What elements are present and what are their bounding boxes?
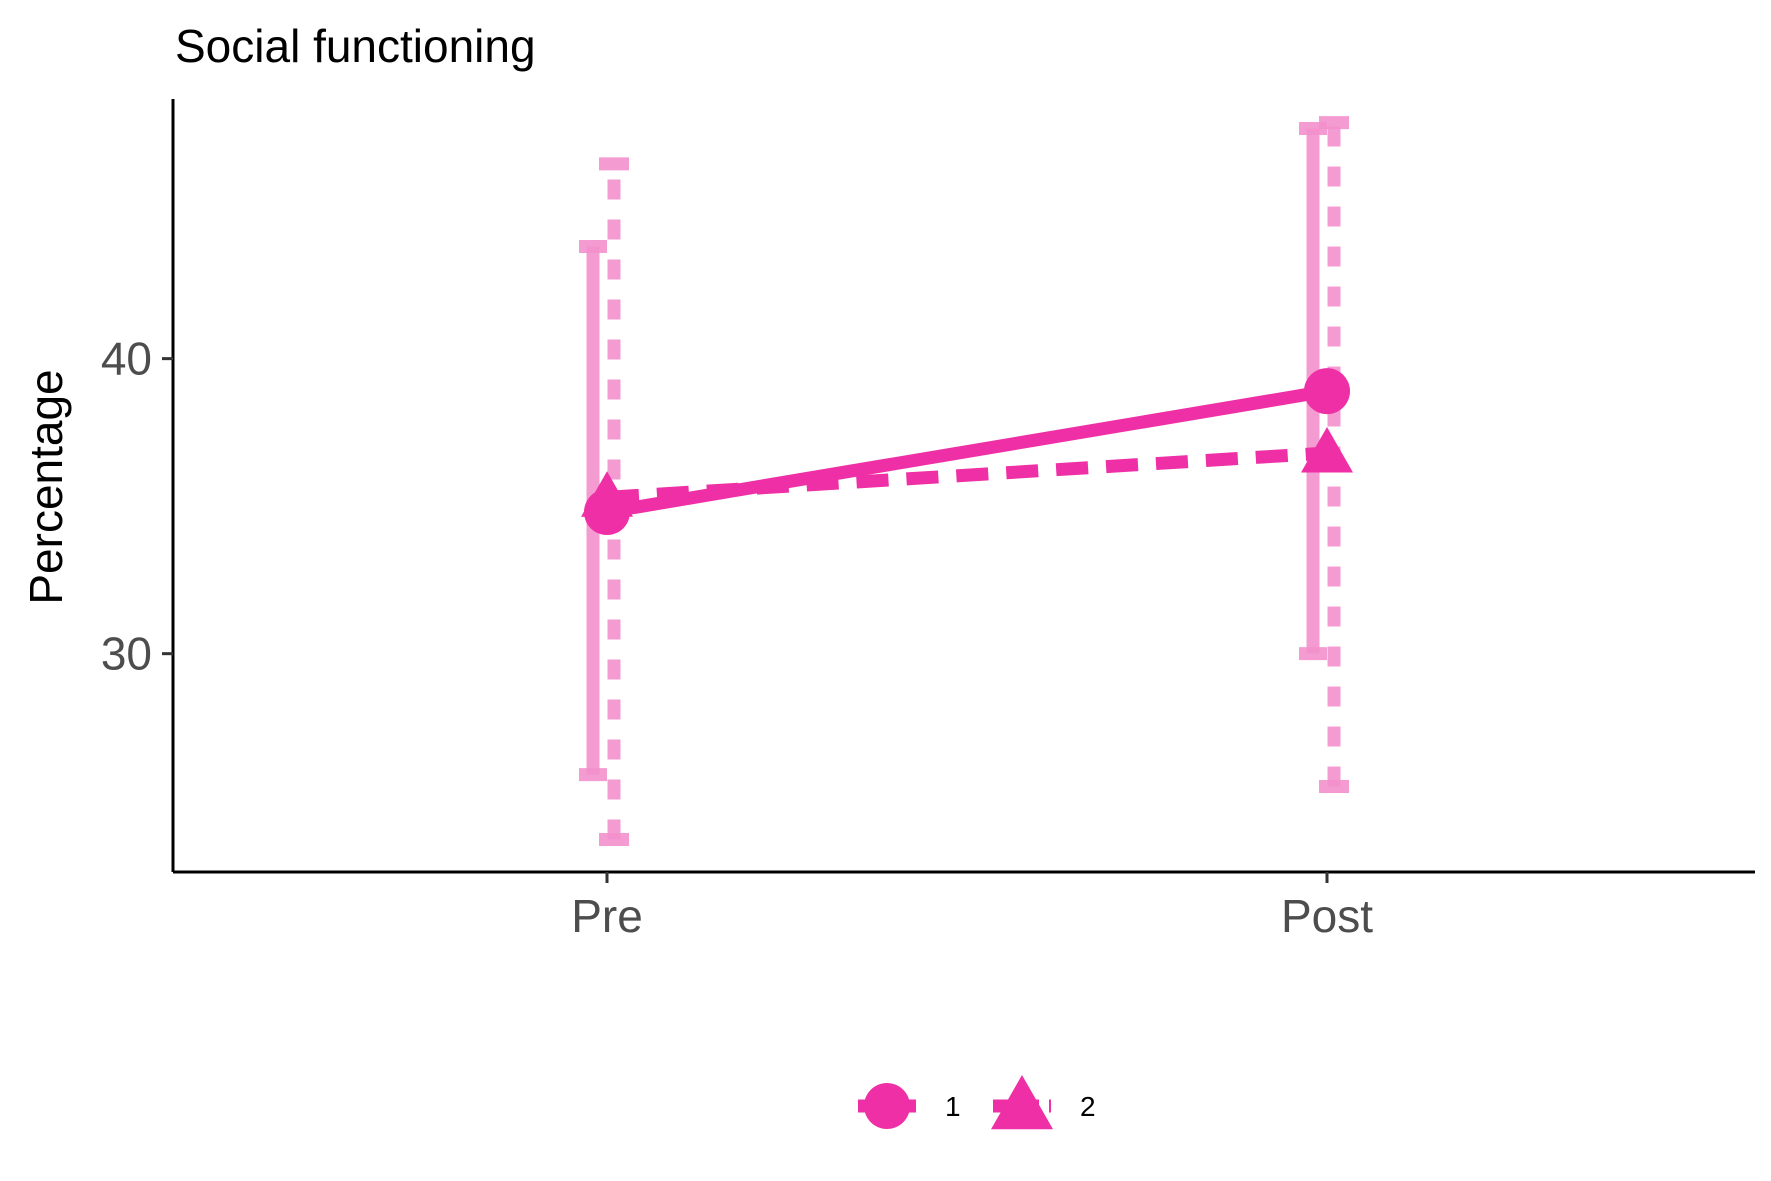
y-tick-label-30: 30 bbox=[101, 628, 152, 680]
legend-label-2: 2 bbox=[1080, 1091, 1096, 1122]
legend-marker-2 bbox=[991, 1075, 1053, 1130]
x-tick-label-post: Post bbox=[1281, 890, 1373, 942]
legend-item-1: 1 bbox=[858, 1083, 961, 1129]
legend-marker-1 bbox=[864, 1083, 910, 1129]
x-tick-label-pre: Pre bbox=[571, 890, 643, 942]
legend-item-2: 2 bbox=[991, 1075, 1096, 1130]
y-axis-ticks: 30 40 bbox=[101, 333, 173, 680]
legend-label-1: 1 bbox=[945, 1091, 961, 1122]
series-lines bbox=[605, 384, 1329, 519]
y-axis-label: Percentage bbox=[20, 369, 72, 604]
point-s2-pre bbox=[581, 471, 633, 517]
point-s2-post bbox=[1301, 427, 1353, 473]
series-line-2 bbox=[606, 446, 1328, 504]
chart-title: Social functioning bbox=[175, 20, 536, 72]
y-tick-label-40: 40 bbox=[101, 333, 152, 385]
point-s1-post bbox=[1304, 368, 1350, 415]
data-points bbox=[581, 368, 1353, 536]
x-axis-ticks: Pre Post bbox=[571, 872, 1373, 942]
